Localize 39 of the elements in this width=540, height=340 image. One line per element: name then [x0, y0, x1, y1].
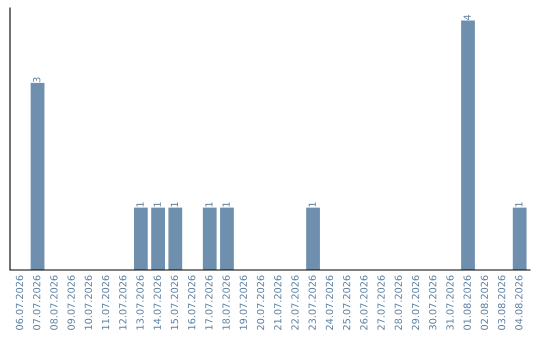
x-tick-label: 24.07.2026	[326, 275, 334, 330]
x-tick-label: 18.07.2026	[222, 275, 230, 330]
x-tick-label: 14.07.2026	[154, 275, 161, 330]
x-tick-label: 20.07.2026	[256, 275, 264, 330]
x-tick-label: 10.07.2026	[84, 275, 92, 330]
x-tick-label: 27.07.2026	[377, 275, 385, 330]
x-tick-label: 17.07.2026	[205, 275, 213, 330]
x-tick-label: 15.07.2026	[170, 275, 178, 330]
x-tick-label: 29.07.2026	[412, 275, 420, 330]
x-tick-label: 26.07.2026	[360, 275, 368, 330]
data-label: 1	[222, 202, 230, 207]
x-tick-label: 22.07.2026	[291, 275, 299, 330]
data-label: 1	[515, 202, 522, 207]
x-tick-label: 03.08.2026	[498, 275, 506, 330]
x-tick-label: 04.08.2026	[515, 275, 522, 330]
data-label: 1	[154, 202, 161, 207]
data-label: 1	[205, 202, 212, 207]
x-tick-label: 16.07.2026	[188, 275, 196, 330]
x-tick-label: 07.07.2026	[33, 275, 40, 330]
x-tick-label: 12.07.2026	[119, 275, 126, 330]
x-tick-label: 02.08.2026	[480, 275, 488, 330]
x-tick-label: 09.07.2026	[67, 275, 75, 330]
x-tick-label: 01.08.2026	[463, 275, 471, 330]
x-tick-label: 21.07.2026	[274, 275, 282, 330]
x-tick-label: 25.07.2026	[342, 275, 350, 330]
data-label: 1	[136, 202, 144, 207]
x-tick-label: 23.07.2026	[308, 275, 316, 330]
x-tick-label: 19.07.2026	[240, 275, 247, 330]
data-label: 1	[170, 202, 178, 207]
x-tick-label: 28.07.2026	[394, 275, 402, 330]
x-tick-label: 08.07.2026	[50, 275, 58, 330]
data-label: 3	[33, 77, 40, 82]
x-tick-label: 11.07.2026	[102, 275, 110, 330]
x-tick-label: 13.07.2026	[136, 275, 144, 330]
x-tick-label: 30.07.2026	[429, 275, 436, 330]
data-label: 4	[464, 14, 471, 20]
data-label: 1	[308, 202, 316, 207]
x-tick-label: 31.07.2026	[446, 275, 454, 330]
x-tick-label: 06.07.2026	[16, 275, 24, 330]
